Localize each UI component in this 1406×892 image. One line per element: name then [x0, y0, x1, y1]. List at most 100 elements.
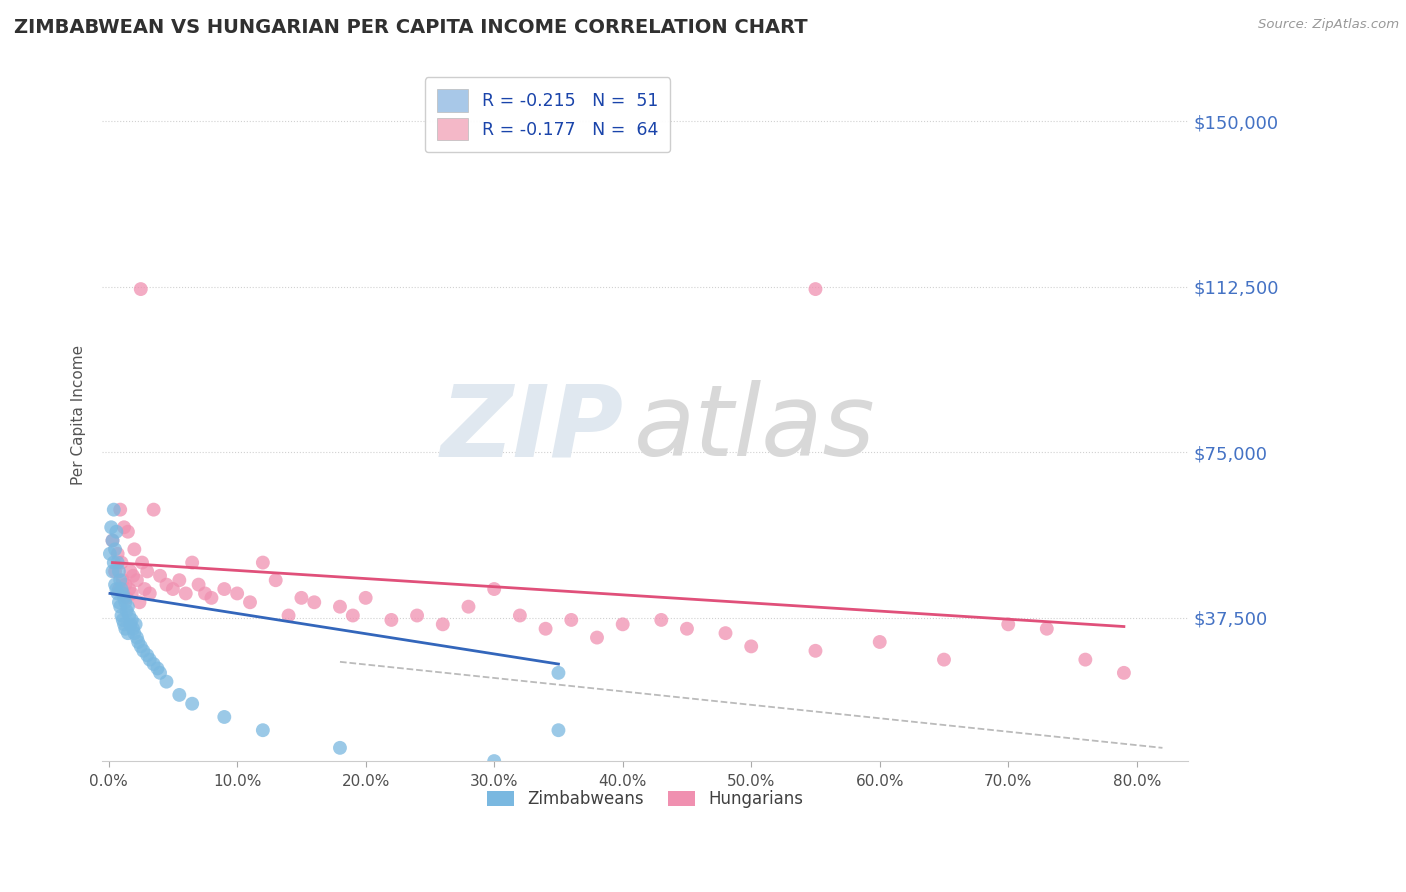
Point — [226, 586, 249, 600]
Point — [612, 617, 634, 632]
Point — [108, 573, 131, 587]
Point — [132, 644, 155, 658]
Point — [101, 533, 124, 548]
Point — [107, 547, 129, 561]
Point — [181, 697, 204, 711]
Point — [149, 569, 172, 583]
Point — [115, 604, 138, 618]
Point — [125, 573, 148, 587]
Point — [120, 565, 142, 579]
Point — [290, 591, 312, 605]
Y-axis label: Per Capita Income: Per Capita Income — [72, 344, 86, 485]
Point — [101, 565, 124, 579]
Point — [714, 626, 737, 640]
Text: ZIP: ZIP — [440, 380, 623, 477]
Point — [149, 665, 172, 680]
Point — [122, 622, 145, 636]
Point — [482, 754, 505, 768]
Point — [804, 282, 827, 296]
Point — [547, 723, 569, 738]
Point — [136, 648, 159, 663]
Point — [112, 591, 135, 605]
Point — [997, 617, 1019, 632]
Point — [329, 599, 352, 614]
Point — [110, 556, 132, 570]
Point — [105, 524, 128, 539]
Point — [118, 582, 141, 596]
Point — [534, 622, 557, 636]
Point — [214, 582, 236, 596]
Point — [142, 657, 165, 671]
Point — [304, 595, 326, 609]
Point — [103, 502, 125, 516]
Point — [194, 586, 217, 600]
Point — [103, 556, 125, 570]
Point — [124, 542, 146, 557]
Point — [650, 613, 672, 627]
Point — [200, 591, 222, 605]
Point — [129, 282, 152, 296]
Point — [125, 631, 148, 645]
Point — [264, 573, 287, 587]
Point — [121, 613, 143, 627]
Point — [111, 573, 134, 587]
Point — [122, 569, 145, 583]
Point — [181, 556, 204, 570]
Point — [869, 635, 891, 649]
Point — [252, 723, 274, 738]
Point — [98, 547, 121, 561]
Point — [115, 591, 138, 605]
Point — [1036, 622, 1059, 636]
Point — [354, 591, 377, 605]
Point — [112, 520, 135, 534]
Point — [101, 533, 124, 548]
Point — [169, 688, 191, 702]
Point — [124, 617, 146, 632]
Legend: Zimbabweans, Hungarians: Zimbabweans, Hungarians — [481, 784, 810, 815]
Point — [139, 652, 162, 666]
Point — [108, 582, 131, 596]
Point — [174, 586, 197, 600]
Point — [127, 635, 149, 649]
Point — [932, 652, 955, 666]
Point — [169, 573, 191, 587]
Point — [252, 556, 274, 570]
Point — [111, 586, 134, 600]
Point — [586, 631, 609, 645]
Point — [105, 582, 128, 596]
Point — [129, 640, 152, 654]
Point — [108, 595, 131, 609]
Point — [134, 582, 156, 596]
Point — [342, 608, 364, 623]
Point — [121, 586, 143, 600]
Point — [155, 577, 177, 591]
Point — [128, 595, 150, 609]
Point — [1074, 652, 1097, 666]
Point — [457, 599, 479, 614]
Text: Source: ZipAtlas.com: Source: ZipAtlas.com — [1258, 18, 1399, 31]
Point — [329, 740, 352, 755]
Point — [104, 542, 127, 557]
Point — [108, 599, 131, 614]
Point — [114, 577, 136, 591]
Point — [139, 586, 162, 600]
Point — [114, 595, 136, 609]
Point — [108, 502, 131, 516]
Point — [118, 608, 141, 623]
Point — [146, 661, 169, 675]
Point — [110, 582, 132, 596]
Point — [432, 617, 454, 632]
Point — [509, 608, 531, 623]
Point — [804, 644, 827, 658]
Point — [107, 586, 129, 600]
Point — [117, 524, 139, 539]
Point — [100, 520, 122, 534]
Point — [108, 565, 131, 579]
Text: ZIMBABWEAN VS HUNGARIAN PER CAPITA INCOME CORRELATION CHART: ZIMBABWEAN VS HUNGARIAN PER CAPITA INCOM… — [14, 18, 807, 37]
Point — [406, 608, 429, 623]
Point — [676, 622, 699, 636]
Point — [560, 613, 582, 627]
Text: atlas: atlas — [634, 380, 876, 477]
Point — [740, 640, 762, 654]
Point — [187, 577, 209, 591]
